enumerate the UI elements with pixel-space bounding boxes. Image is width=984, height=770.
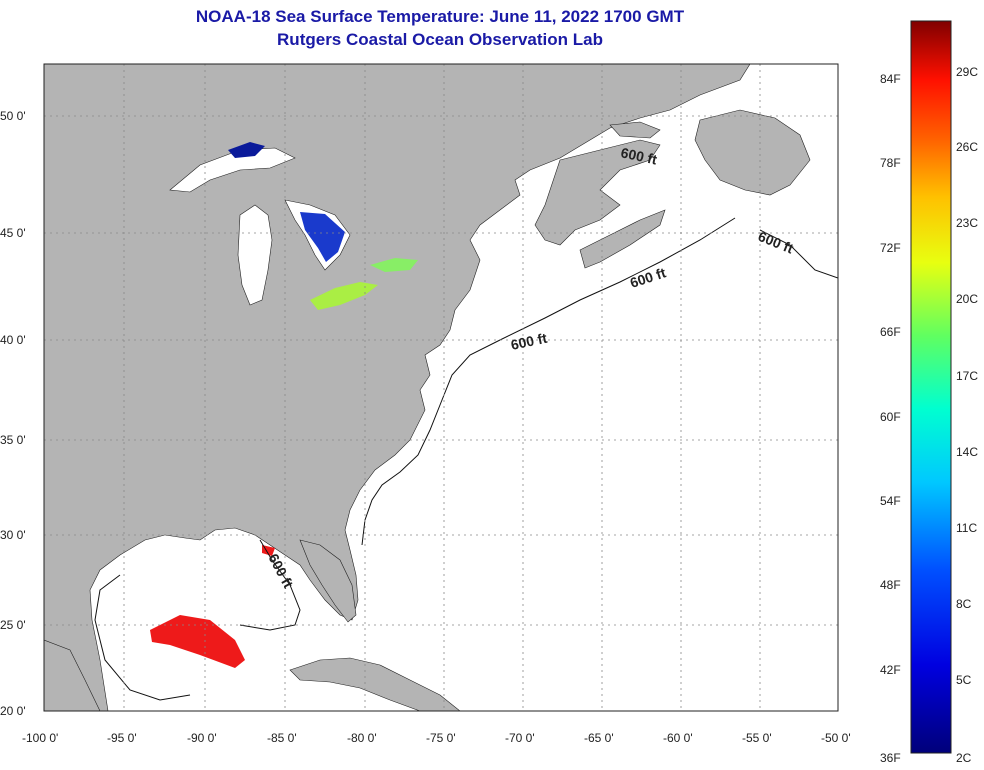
colorbar-celsius-labels: 29C 26C 23C 20C 17C 14C 11C 8C 5C 2C [956,65,978,765]
lat-label: 20 0' [0,704,26,718]
colorbar-c-label: 26C [956,140,978,154]
land-yucatan [44,639,101,711]
map-subtitle: Rutgers Coastal Ocean Observation Lab [277,30,603,49]
sst-lake-erie-patch [310,282,378,310]
lat-label: 50 0' [0,109,26,123]
lon-label: -75 0' [426,731,456,745]
lat-label: 45 0' [0,226,26,240]
lon-label: -90 0' [187,731,217,745]
land-canada-east [534,139,661,246]
florida-peninsula [299,539,357,623]
colorbar-c-label: 14C [956,445,978,459]
colorbar-c-label: 20C [956,292,978,306]
colorbar-f-label: 84F [880,72,901,86]
sst-lake-superior-patch [228,142,265,158]
isobath-600ft-atlantic [361,217,838,546]
graticule [44,64,838,711]
colorbar-c-label: 8C [956,597,972,611]
lon-label: -100 0' [22,731,58,745]
isobath-600ft-gulf [94,539,301,701]
lat-label: 35 0' [0,433,26,447]
lat-label: 25 0' [0,618,26,632]
colorbar-c-label: 5C [956,673,972,687]
lake-michigan [237,204,273,306]
land-cuba [289,657,461,711]
latitude-labels: 50 0' 45 0' 40 0' 35 0' 30 0' 25 0' 20 0… [0,109,26,718]
sst-lake-huron-patch [300,212,345,262]
isobath-label: 600 ft [509,330,548,353]
colorbar-f-label: 42F [880,663,901,677]
lat-label: 40 0' [0,333,26,347]
colorbar-f-label: 60F [880,410,901,424]
land-newfoundland [694,109,811,196]
lat-label: 30 0' [0,528,26,542]
colorbar-fahrenheit-labels: 84F 78F 72F 66F 60F 54F 48F 42F 36F [880,72,901,765]
sst-lake-ontario-patch [370,258,418,272]
longitude-labels: -100 0' -95 0' -90 0' -85 0' -80 0' -75 … [22,731,851,745]
colorbar-f-label: 54F [880,494,901,508]
lake-superior [169,147,296,193]
colorbar-f-label: 78F [880,156,901,170]
land-nova-scotia [579,209,666,269]
sst-gulf-small-patch [262,545,275,556]
lon-label: -70 0' [505,731,535,745]
colorbar [910,20,952,754]
map-title: NOAA-18 Sea Surface Temperature: June 11… [195,7,685,26]
colorbar-c-label: 29C [956,65,978,79]
lon-label: -60 0' [663,731,693,745]
lon-label: -55 0' [742,731,772,745]
sst-gulf-patch [150,615,245,668]
colorbar-f-label: 66F [880,325,901,339]
colorbar-f-label: 36F [880,751,901,765]
colorbar-f-label: 48F [880,578,901,592]
lon-label: -85 0' [267,731,297,745]
lon-label: -50 0' [821,731,851,745]
colorbar-c-label: 11C [956,521,977,535]
colorbar-c-label: 23C [956,216,978,230]
colorbar-c-label: 2C [956,751,972,765]
lon-label: -65 0' [584,731,614,745]
lon-label: -95 0' [107,731,137,745]
colorbar-c-label: 17C [956,369,978,383]
colorbar-f-label: 72F [880,241,901,255]
lon-label: -80 0' [347,731,377,745]
land-anticosti [609,121,661,139]
map-frame [43,63,839,712]
isobath-label: 600 ft [619,144,658,167]
